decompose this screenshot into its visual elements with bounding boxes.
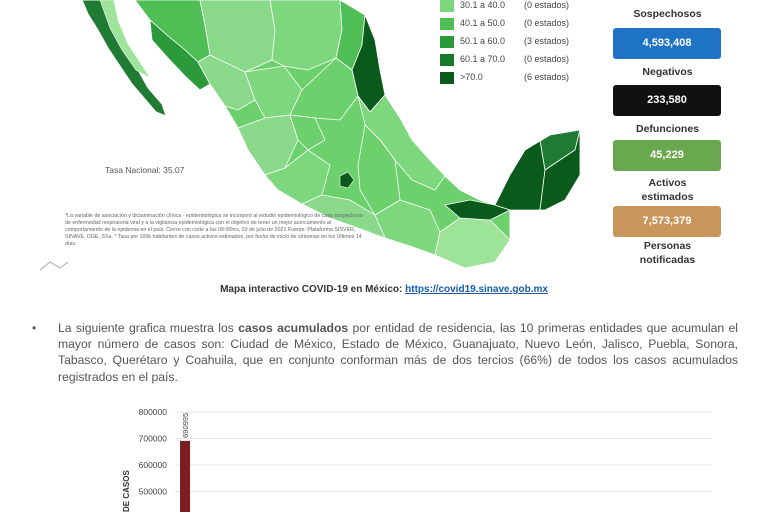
chart-y-ticks: 800000 700000 600000 500000: [139, 407, 168, 497]
chart-y-tick-label: 700000: [139, 434, 168, 444]
legend-swatch: [440, 36, 454, 48]
legend-swatch: [440, 54, 454, 66]
sospechosos-label: Sospechosos: [633, 8, 702, 20]
legend-swatch: [440, 72, 454, 84]
casos-paragraph: La siguiente grafica muestra los casos a…: [58, 320, 738, 385]
defunciones-label: Defunciones: [635, 123, 699, 135]
activos-label: Activos estimados: [641, 177, 694, 203]
legend-range: >70.0: [460, 72, 483, 82]
legend-swatch: [440, 0, 454, 12]
paragraph-pre: La siguiente grafica muestra los: [58, 321, 239, 335]
map-region-cdmx: [339, 171, 355, 189]
chart-grid: [175, 411, 712, 492]
personas-label: Personas notificadas: [639, 240, 696, 266]
negativos-label: Negativos: [642, 66, 693, 78]
map-region-michoacan: [264, 149, 331, 205]
map-caption-text: Mapa interactivo COVID-19 en México:: [220, 284, 406, 295]
legend-count: (0 estados): [524, 0, 570, 10]
legend-count: (0 estados): [524, 18, 570, 28]
legend-range: 40.1 a 50.0: [460, 18, 506, 28]
covid-map-link[interactable]: https://covid19.sinave.gob.mx: [405, 284, 548, 295]
map-region-sinaloa: [149, 19, 211, 91]
map-region-campeche: [494, 139, 546, 211]
map-scale-glyph: [40, 261, 69, 271]
casos-bar-chart: 800000 700000 600000 500000 690995 DE CASOS: [122, 407, 712, 512]
map-caption: Mapa interactivo COVID-19 en México: htt…: [0, 284, 768, 295]
map-region-bcs: [99, 0, 151, 79]
activos-value: 7,573,379: [613, 206, 721, 237]
chart-y-tick-label: 500000: [139, 487, 168, 497]
chart-bars: 690995: [180, 413, 190, 512]
chart-y-tick-label: 800000: [139, 407, 168, 417]
map-region-guanajuato: [289, 114, 326, 151]
chart-bar: [180, 440, 190, 512]
chart-y-tick-label: 600000: [139, 460, 168, 470]
legend-range: 50.1 a 60.0: [460, 36, 506, 46]
map-region-puebla: [357, 124, 401, 216]
legend-swatch: [440, 18, 454, 30]
tasa-nacional: Tasa Nacional: 35.07: [105, 165, 185, 175]
sospechosos-value: 4,593,408: [613, 28, 721, 59]
bullet-dot: •: [32, 321, 37, 335]
chart-y-label: DE CASOS: [122, 470, 131, 512]
paragraph-bold: casos acumulados: [238, 321, 349, 335]
map-region-jalisco: [237, 114, 299, 176]
negativos-value: 233,580: [613, 85, 721, 116]
chart-bar-value-label: 690995: [181, 413, 190, 438]
legend-range: 60.1 a 70.0: [460, 54, 506, 64]
map-region-coahuila: [269, 0, 343, 71]
legend-count: (6 estados): [524, 72, 570, 82]
legend-count: (0 estados): [524, 54, 570, 64]
defunciones-value: 45,229: [613, 140, 721, 171]
map-footnote: *La variable de asociación y dictaminaci…: [65, 213, 363, 247]
map-region-quintana-roo: [539, 129, 580, 211]
mexico-map-panel: 30.1 a 40.0 (0 estados) 40.1 a 50.0 (0 e…: [40, 0, 580, 280]
legend-range: 30.1 a 40.0: [460, 0, 506, 10]
legend-count: (3 estados): [524, 36, 570, 46]
mexico-map: [40, 0, 580, 271]
paragraph-post: por entidad de residencia, las 10 primer…: [58, 321, 738, 384]
